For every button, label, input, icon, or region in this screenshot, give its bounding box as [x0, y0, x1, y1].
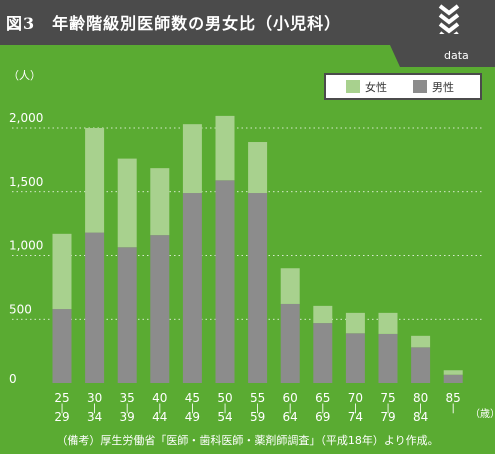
legend: 女性 男性 [324, 73, 482, 100]
y-tick-label: 1,500 [9, 175, 43, 189]
x-tick-label-bottom: 29 [54, 410, 69, 424]
x-tick-label-top: 75 [380, 391, 395, 405]
x-tick-label-top: 60 [283, 391, 298, 405]
x-tick-label-top: 85 [446, 391, 461, 405]
bar-male [443, 374, 463, 383]
bar-female [182, 124, 202, 194]
bar-female [443, 370, 463, 375]
x-tick-label-bottom: 79 [380, 410, 395, 424]
x-tick-label-bottom: 39 [120, 410, 135, 424]
x-tick-label-top: 40 [152, 391, 167, 405]
x-axis-unit: （歳） [470, 408, 495, 420]
x-tick-label-bottom: 54 [217, 410, 232, 424]
bar-female [378, 312, 398, 334]
bar-female [313, 305, 333, 324]
legend-label: 男性 [432, 80, 454, 94]
x-tick-label-top: 50 [217, 391, 232, 405]
bar-male [280, 303, 300, 383]
x-tick-separator: | [289, 403, 292, 414]
y-tick-label: 2,000 [9, 111, 43, 125]
x-tick-label-bottom: 49 [185, 410, 200, 424]
bar-male [411, 347, 431, 383]
x-tick-label-bottom: 74 [348, 410, 363, 424]
bar-female [248, 142, 268, 194]
bar-male [150, 235, 170, 383]
x-tick-separator: | [354, 403, 357, 414]
y-tick-label: 1,000 [9, 239, 43, 253]
bar-male [378, 333, 398, 383]
x-tick-label-top: 35 [120, 391, 135, 405]
axis-labels: （人）05001,0001,5002,00025|2930|3435|3940|… [8, 69, 495, 424]
x-tick-separator: | [321, 403, 324, 414]
y-axis-unit: （人） [8, 69, 41, 82]
x-tick-label-top: 25 [54, 391, 69, 405]
bar-male [248, 193, 268, 383]
x-tick-separator: | [93, 403, 96, 414]
bar-female [345, 312, 365, 334]
x-tick-separator: | [223, 403, 226, 414]
x-tick-separator: | [191, 403, 194, 414]
legend-swatch [413, 80, 427, 93]
y-tick-label: 0 [9, 372, 17, 386]
x-tick-label-bottom: 44 [152, 410, 167, 424]
bar-male [52, 309, 72, 383]
x-tick-label-top: 55 [250, 391, 265, 405]
bar-male [85, 232, 105, 383]
x-tick-label-bottom: 34 [87, 410, 102, 424]
bar-female [52, 233, 72, 310]
bar-male [117, 247, 137, 383]
grid-lines [12, 127, 482, 320]
x-tick-label-bottom: 59 [250, 410, 265, 424]
figure-title: 図3 年齢階級別医師数の男女比（小児科） [6, 14, 342, 33]
x-tick-label-top: 45 [185, 391, 200, 405]
bar-male [313, 323, 333, 383]
x-tick-separator: | [126, 403, 129, 414]
x-tick-separator: | [60, 403, 63, 414]
legend-label: 女性 [365, 80, 387, 94]
legend-swatch [346, 80, 360, 93]
bar-female [85, 128, 105, 233]
x-tick-separator: | [256, 403, 259, 414]
x-tick-separator: | [452, 403, 455, 414]
x-tick-separator: | [419, 403, 422, 414]
bar-male [345, 333, 365, 383]
y-tick-label: 500 [9, 302, 32, 316]
source-footnote: （備考）厚生労働省「医師・歯科医師・薬剤師調査」（平成18年）より作成。 [56, 434, 439, 447]
bar-male [182, 193, 202, 383]
bar-female [215, 115, 235, 181]
x-tick-label-top: 80 [413, 391, 428, 405]
x-tick-separator: | [386, 403, 389, 414]
x-tick-label-bottom: 69 [315, 410, 330, 424]
bar-male [215, 180, 235, 383]
x-tick-label-top: 70 [348, 391, 363, 405]
bar-female [411, 335, 431, 348]
bars [52, 115, 463, 383]
x-tick-label-top: 30 [87, 391, 102, 405]
bar-female [117, 158, 137, 248]
figure-header: 図3 年齢階級別医師数の男女比（小児科） [0, 0, 495, 45]
x-tick-separator: | [158, 403, 161, 414]
bar-female [150, 168, 170, 236]
bar-female [280, 268, 300, 304]
data-tag: data [444, 49, 469, 62]
x-tick-label-bottom: 64 [283, 410, 298, 424]
x-tick-label-bottom: 84 [413, 410, 428, 424]
x-tick-label-top: 65 [315, 391, 330, 405]
